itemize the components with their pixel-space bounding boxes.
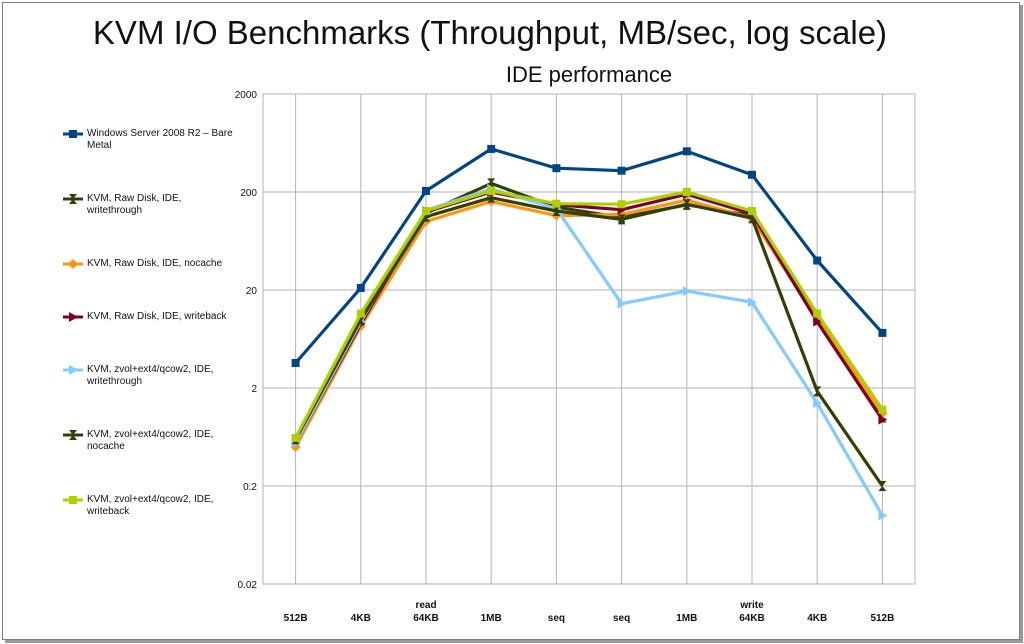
- data-point: [682, 199, 691, 210]
- data-point: [291, 433, 300, 442]
- data-point: [69, 496, 77, 504]
- data-point: [813, 256, 822, 265]
- data-point: [878, 510, 888, 521]
- series-line: [294, 196, 884, 487]
- x-tick-label: 1MB: [481, 613, 502, 624]
- data-point: [682, 188, 691, 196]
- legend-swatch: [63, 430, 83, 440]
- series-7: [291, 186, 887, 442]
- data-point: [69, 194, 77, 204]
- legend-label: Windows Server 2008 R2 – Bare Metal: [87, 128, 233, 151]
- data-point: [617, 166, 626, 175]
- x-tick-label: read 64KB: [413, 600, 439, 624]
- data-point: [813, 309, 822, 318]
- y-tick-label: 200: [240, 188, 257, 199]
- chart-subtitle: IDE performance: [505, 62, 673, 87]
- data-point: [552, 164, 561, 173]
- y-tick-label: 2000: [235, 90, 258, 101]
- x-tick-label: seq: [613, 613, 630, 624]
- series-line: [294, 189, 884, 439]
- x-tick-label: 1MB: [676, 613, 697, 624]
- y-tick-label: 0.02: [238, 580, 258, 591]
- plot-area: [263, 94, 915, 584]
- legend-label: KVM, zvol+ext4/qcow2, IDE, writeback: [87, 494, 214, 517]
- legend-swatch: [63, 496, 83, 504]
- data-point: [422, 206, 430, 215]
- data-point: [682, 286, 692, 297]
- chart-title: KVM I/O Benchmarks (Throughput, MB/sec, …: [92, 14, 888, 51]
- legend-label: KVM, zvol+ext4/qcow2, IDE, nocache: [87, 429, 214, 452]
- legend-swatch: [63, 259, 83, 269]
- x-tick-label: 512B: [284, 613, 308, 624]
- series-line: [294, 147, 884, 365]
- data-point: [813, 386, 822, 397]
- legend-label: KVM, Raw Disk, IDE, writeback: [87, 311, 227, 322]
- x-tick-label: 4KB: [351, 613, 371, 624]
- data-point: [69, 430, 77, 440]
- data-point: [68, 259, 78, 269]
- legend-swatch: [63, 194, 83, 204]
- data-point: [617, 214, 626, 225]
- legend-swatch: [63, 312, 83, 322]
- data-point: [748, 170, 756, 179]
- data-point: [878, 414, 888, 425]
- data-point: [878, 405, 887, 414]
- y-tick-label: 20: [246, 286, 258, 297]
- data-point: [552, 205, 561, 216]
- legend-label: KVM, Raw Disk, IDE, nocache: [87, 258, 223, 269]
- data-point: [813, 398, 823, 409]
- x-tick-label: 4KB: [807, 613, 827, 624]
- legend-label: KVM, zvol+ext4/qcow2, IDE, writethrough: [87, 364, 214, 387]
- data-point: [487, 186, 496, 195]
- data-point: [291, 358, 300, 367]
- data-point: [682, 147, 691, 156]
- data-point: [356, 283, 365, 292]
- data-point: [487, 144, 496, 153]
- data-point: [617, 200, 626, 209]
- x-tick-label: write 64KB: [739, 600, 765, 624]
- data-point: [487, 192, 496, 203]
- x-tick-label: seq: [548, 613, 565, 624]
- data-point: [69, 130, 77, 138]
- data-point: [422, 186, 430, 195]
- data-point: [552, 199, 561, 208]
- data-point: [878, 481, 887, 491]
- data-point: [69, 365, 78, 375]
- data-point: [617, 298, 627, 309]
- legend-label: KVM, Raw Disk, IDE, writethrough: [87, 193, 182, 216]
- series-1: [291, 144, 887, 367]
- data-point: [813, 316, 823, 327]
- y-tick-label: 0.2: [243, 482, 257, 493]
- legend-swatch: [63, 365, 83, 375]
- x-tick-label: 512B: [870, 613, 894, 624]
- data-point: [878, 328, 887, 337]
- legend-swatch: [63, 130, 83, 138]
- data-point: [69, 312, 78, 322]
- data-point: [748, 297, 757, 308]
- y-tick-label: 2: [251, 384, 257, 395]
- data-point: [356, 309, 365, 318]
- plot-border: [262, 93, 916, 585]
- data-point: [748, 206, 756, 215]
